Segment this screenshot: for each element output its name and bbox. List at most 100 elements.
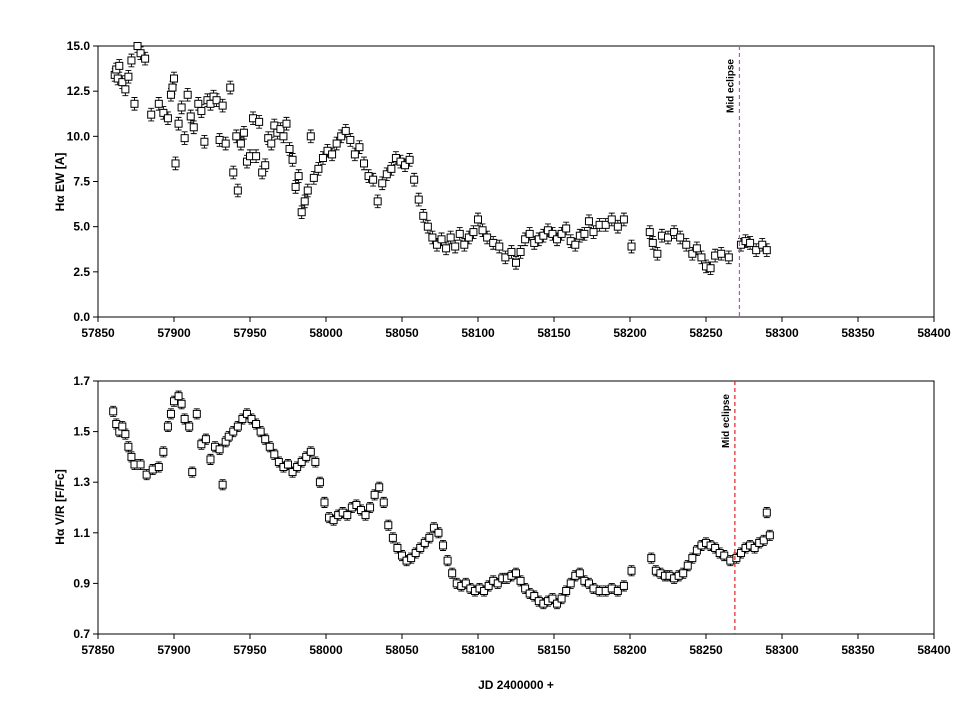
ew-data-point (189, 123, 198, 132)
vr-data-point (688, 554, 697, 563)
vr-x-tick-label: 57900 (157, 643, 191, 657)
vr-data-point (711, 543, 720, 552)
ew-data-point (163, 114, 172, 123)
vr-data-point (124, 442, 133, 451)
ew-x-tick-label: 58300 (765, 326, 799, 340)
vr-data-point (439, 541, 448, 550)
ew-panel: 57850 57900 57950 58000 58050 58100 58150 58200… (53, 39, 951, 340)
ew-data-point (746, 238, 755, 247)
ew-data-point (154, 99, 163, 108)
vr-data-point (584, 579, 593, 588)
vr-data-point (233, 422, 242, 431)
ew-data-point (124, 72, 133, 81)
vr-x-tick-label: 58000 (309, 643, 343, 657)
ew-data-point (121, 85, 130, 94)
ew-data-point (512, 258, 520, 267)
vr-data-point (201, 435, 210, 444)
ew-data-point (288, 155, 297, 164)
vr-data-point (493, 579, 502, 588)
ew-data-point (762, 246, 771, 255)
ew-data-point (147, 110, 156, 119)
ew-data-point (141, 54, 150, 63)
ew-data-point (360, 159, 368, 168)
vr-data-point (762, 508, 771, 517)
vr-data-point (613, 586, 622, 595)
vr-mid-eclipse-label: Mid eclipse (721, 394, 732, 448)
ew-data-point (236, 139, 245, 148)
vr-data-point (736, 549, 745, 558)
vr-data-point (315, 478, 324, 487)
ew-data-point (218, 101, 227, 110)
vr-data-point (127, 452, 136, 461)
ew-data-point (601, 220, 610, 229)
ew-data-point (180, 134, 189, 143)
ew-y-tick-label: 5.0 (73, 220, 90, 234)
ew-data-point (306, 132, 315, 141)
vr-x-tick-label: 58250 (689, 643, 723, 657)
ew-data-point (194, 99, 203, 108)
vr-x-tick-label: 57850 (81, 643, 115, 657)
ew-data-point (557, 229, 566, 238)
vr-x-tick-label: 58400 (917, 643, 951, 657)
ew-data-point (516, 247, 525, 256)
vr-y-tick-label: 1.7 (73, 374, 90, 388)
ew-x-tick-label: 57900 (157, 326, 191, 340)
ew-x-tick-label: 57850 (81, 326, 115, 340)
ew-data-point (233, 186, 242, 195)
vr-data-point (484, 581, 493, 590)
ew-data-point (328, 150, 337, 159)
vr-data-point (218, 480, 227, 489)
ew-data-point (580, 229, 589, 238)
vr-data-point (366, 503, 375, 512)
vr-data-point (434, 528, 443, 537)
vr-data-point (425, 533, 434, 542)
vr-data-point (429, 523, 438, 532)
ew-data-point (136, 49, 145, 58)
vr-y-tick-label: 1.3 (73, 475, 90, 489)
ew-data-point (267, 139, 276, 148)
ew-data-point (432, 240, 441, 249)
ew-markers (110, 42, 771, 273)
ew-data-point (697, 253, 706, 262)
ew-y-tick-label: 7.5 (73, 175, 90, 189)
ew-data-point (309, 173, 318, 182)
ew-data-point (405, 155, 414, 164)
ew-data-point (279, 132, 288, 141)
ew-data-point (232, 132, 241, 141)
ew-x-tick-label: 58150 (537, 326, 571, 340)
ew-x-tick-label: 58200 (613, 326, 647, 340)
ew-data-point (186, 112, 195, 121)
vr-data-point (185, 422, 194, 431)
vr-data-point (177, 399, 186, 408)
ew-data-point (300, 197, 309, 206)
vr-data-point (343, 511, 352, 520)
ew-data-point (226, 83, 235, 92)
ew-data-point (682, 240, 691, 249)
vr-data-point (521, 584, 530, 593)
vr-data-point (384, 521, 393, 530)
ew-y-tick-label: 15.0 (67, 39, 91, 53)
ew-x-tick-label: 58350 (841, 326, 875, 340)
ew-data-point (717, 249, 726, 258)
ew-data-point (571, 240, 580, 249)
vr-data-point (407, 554, 416, 563)
ew-data-point (291, 182, 300, 191)
ew-data-point (318, 154, 327, 163)
vr-data-point (512, 569, 520, 578)
vr-y-axis-title: Hα V/R [F/Fc] (53, 469, 67, 544)
vr-data-point (159, 447, 168, 456)
vr-data-point (166, 409, 175, 418)
vr-data-point (265, 442, 274, 451)
vr-data-point (197, 440, 206, 449)
ew-data-point (229, 168, 238, 177)
ew-data-point (239, 128, 248, 137)
vr-data-point (759, 536, 768, 545)
ew-data-point (521, 235, 530, 244)
vr-data-point (683, 561, 692, 570)
ew-data-point (133, 42, 142, 50)
ew-x-tick-label: 58400 (917, 326, 951, 340)
ew-data-point (525, 229, 534, 238)
vr-data-point (229, 427, 238, 436)
ew-data-point (446, 233, 455, 242)
ew-data-point (464, 233, 473, 242)
